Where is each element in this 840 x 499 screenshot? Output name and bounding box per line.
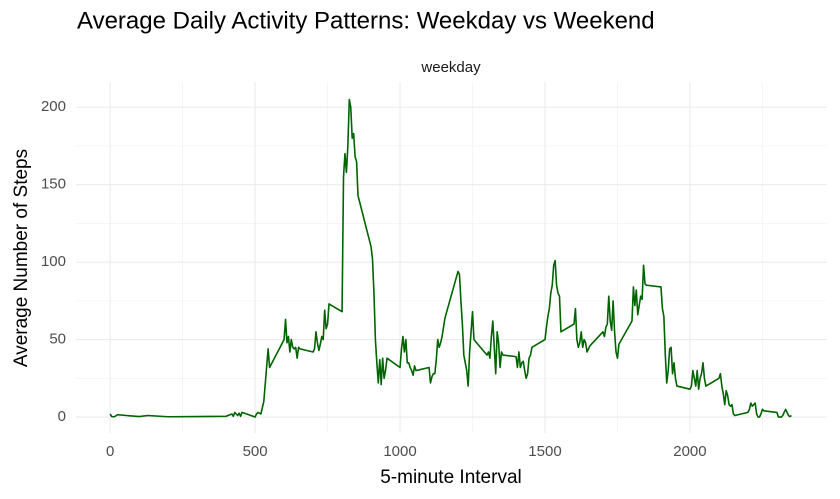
chart-title: Average Daily Activity Patterns: Weekday… (77, 7, 655, 34)
x-tick-label: 2000 (673, 443, 706, 460)
data-line (109, 98, 792, 418)
y-tick-label: 200 (41, 98, 66, 115)
y-axis-label: Average Number of Steps (11, 149, 32, 367)
y-tick-label: 150 (41, 176, 66, 193)
x-tick-label: 1000 (383, 443, 416, 460)
grid (76, 82, 827, 433)
x-axis-label: 5-minute Interval (380, 467, 522, 488)
facet-label: weekday (420, 59, 481, 76)
y-tick-label: 100 (41, 253, 66, 270)
x-tick-label: 0 (106, 443, 114, 460)
y-tick-label: 0 (58, 408, 66, 425)
x-tick-label: 500 (243, 443, 268, 460)
y-tick-label: 50 (49, 331, 66, 348)
x-tick-label: 1500 (528, 443, 561, 460)
